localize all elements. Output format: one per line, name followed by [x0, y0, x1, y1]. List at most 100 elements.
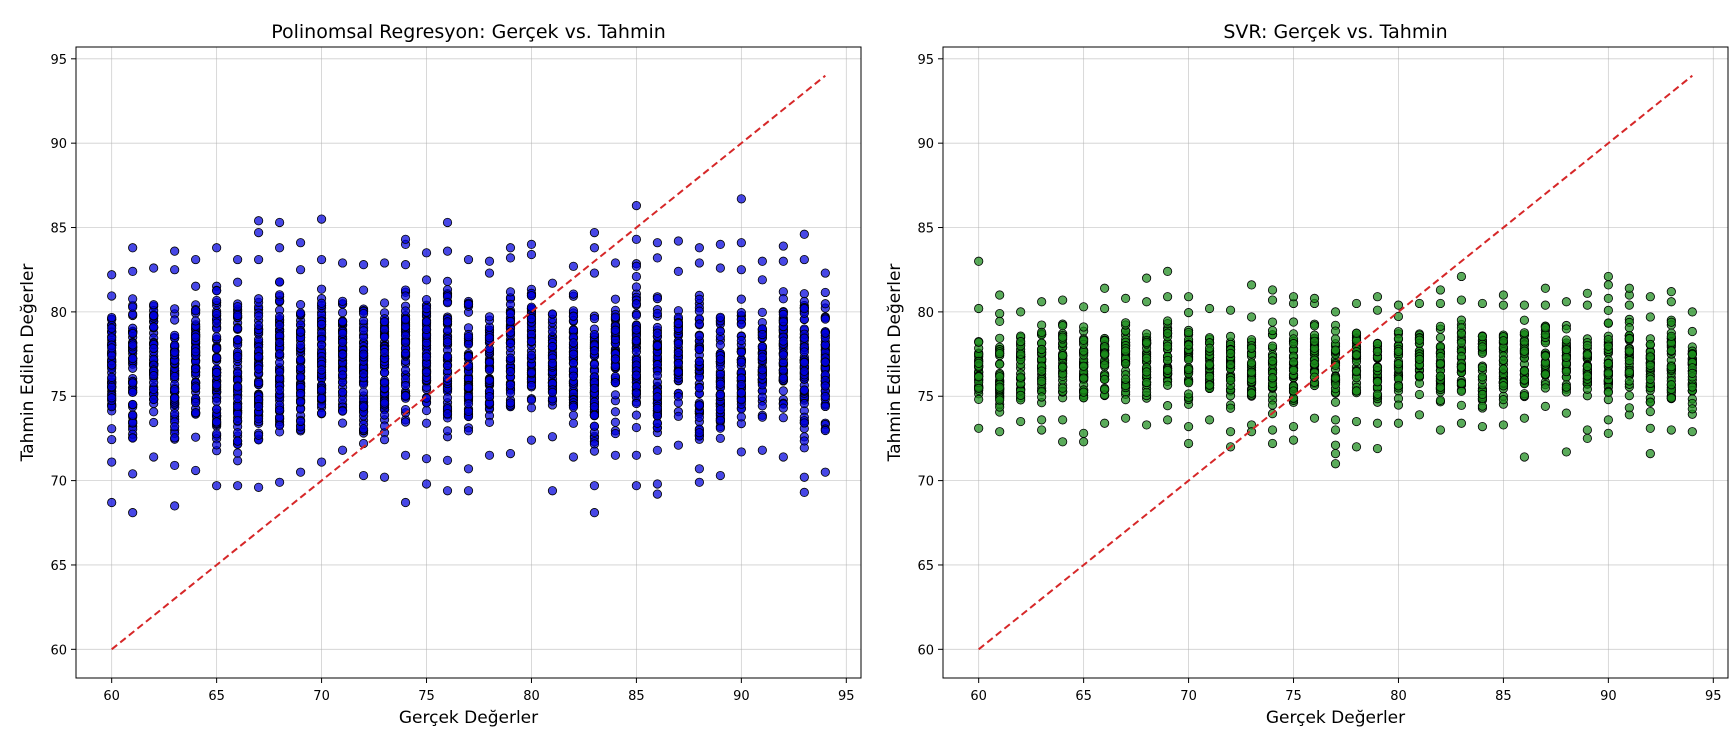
- data-point-outlier: [1037, 425, 1047, 435]
- data-point-outlier: [400, 234, 411, 244]
- data-point: [1330, 345, 1341, 355]
- x-axis-label: Gerçek Değerler: [399, 708, 538, 728]
- data-point: [1162, 328, 1173, 338]
- data-point: [233, 310, 243, 321]
- data-point: [233, 382, 243, 392]
- data-point: [1561, 408, 1571, 418]
- data-point: [421, 352, 432, 362]
- data-point: [568, 371, 579, 381]
- data-point: [358, 326, 369, 336]
- data-point: [254, 320, 264, 330]
- y-tick-label: 75: [917, 390, 934, 405]
- data-point: [547, 309, 558, 319]
- data-point: [589, 359, 600, 370]
- data-point: [400, 391, 411, 401]
- data-point: [149, 371, 159, 381]
- data-point: [358, 308, 369, 319]
- data-point: [799, 436, 809, 446]
- data-point: [1519, 366, 1530, 376]
- data-point-outlier: [1540, 283, 1550, 293]
- data-point: [1351, 367, 1362, 377]
- data-point-outlier: [1666, 287, 1676, 297]
- data-point: [610, 354, 621, 364]
- data-points: [107, 194, 830, 518]
- data-point: [191, 281, 201, 291]
- data-point: [1519, 300, 1530, 310]
- data-point: [1246, 358, 1257, 368]
- data-point: [337, 445, 348, 455]
- data-point: [1687, 307, 1697, 317]
- data-point: [442, 393, 453, 403]
- data-point: [715, 326, 725, 336]
- data-point-outlier: [526, 239, 537, 249]
- data-point-outlier: [1435, 285, 1446, 295]
- data-point-outlier: [107, 497, 117, 508]
- data-point: [1435, 321, 1446, 331]
- data-point: [212, 295, 222, 306]
- data-point: [652, 370, 663, 381]
- data-point: [1183, 378, 1194, 388]
- data-point: [274, 320, 285, 330]
- data-point: [128, 302, 138, 312]
- data-point: [1121, 413, 1131, 423]
- data-point-outlier: [694, 243, 704, 253]
- data-point: [442, 317, 453, 327]
- data-point-outlier: [1330, 459, 1341, 469]
- data-point: [128, 266, 138, 276]
- data-point: [1603, 305, 1613, 315]
- data-point: [191, 408, 201, 418]
- data-point: [673, 440, 683, 450]
- data-point: [128, 378, 138, 388]
- data-point: [358, 402, 369, 412]
- data-point: [1204, 343, 1215, 353]
- data-point: [631, 325, 642, 335]
- data-point: [1456, 386, 1467, 396]
- data-point: [799, 289, 809, 299]
- data-point: [631, 282, 642, 292]
- plot-frame: [942, 46, 1729, 679]
- data-point: [1498, 336, 1509, 346]
- data-point: [191, 397, 201, 408]
- data-point: [736, 357, 746, 367]
- data-point: [694, 306, 704, 316]
- data-point: [610, 407, 621, 417]
- data-point-outlier: [505, 243, 516, 253]
- data-point: [421, 295, 432, 305]
- data-point: [1079, 335, 1089, 345]
- data-point: [1351, 328, 1362, 338]
- data-point: [715, 369, 725, 379]
- y-tick-label: 90: [917, 137, 934, 152]
- y-tick-label: 65: [50, 559, 67, 574]
- data-point: [505, 367, 516, 377]
- data-point: [736, 379, 746, 390]
- data-point: [149, 263, 159, 273]
- data-point: [274, 290, 285, 300]
- data-point: [1477, 401, 1488, 411]
- data-point: [589, 410, 600, 421]
- data-point: [1456, 378, 1467, 389]
- y-tick-label: 65: [917, 559, 934, 574]
- data-point: [694, 319, 704, 329]
- data-point: [1645, 352, 1655, 362]
- data-point: [715, 263, 725, 273]
- data-point: [610, 428, 621, 439]
- data-point: [254, 294, 264, 304]
- data-point-outlier: [1372, 443, 1383, 454]
- data-point: [1666, 362, 1676, 372]
- data-point: [1603, 368, 1613, 378]
- data-point: [1330, 326, 1341, 336]
- data-point: [631, 261, 642, 271]
- data-point: [149, 310, 159, 321]
- data-point: [1666, 380, 1676, 390]
- data-point: [673, 398, 683, 408]
- data-point-outlier: [1141, 273, 1152, 283]
- data-point: [316, 393, 327, 403]
- data-point: [820, 268, 830, 278]
- data-point: [1561, 297, 1571, 307]
- data-point: [295, 300, 306, 310]
- data-point: [212, 440, 222, 450]
- data-point: [1058, 362, 1068, 372]
- data-point: [1687, 368, 1697, 378]
- data-point: [379, 435, 390, 445]
